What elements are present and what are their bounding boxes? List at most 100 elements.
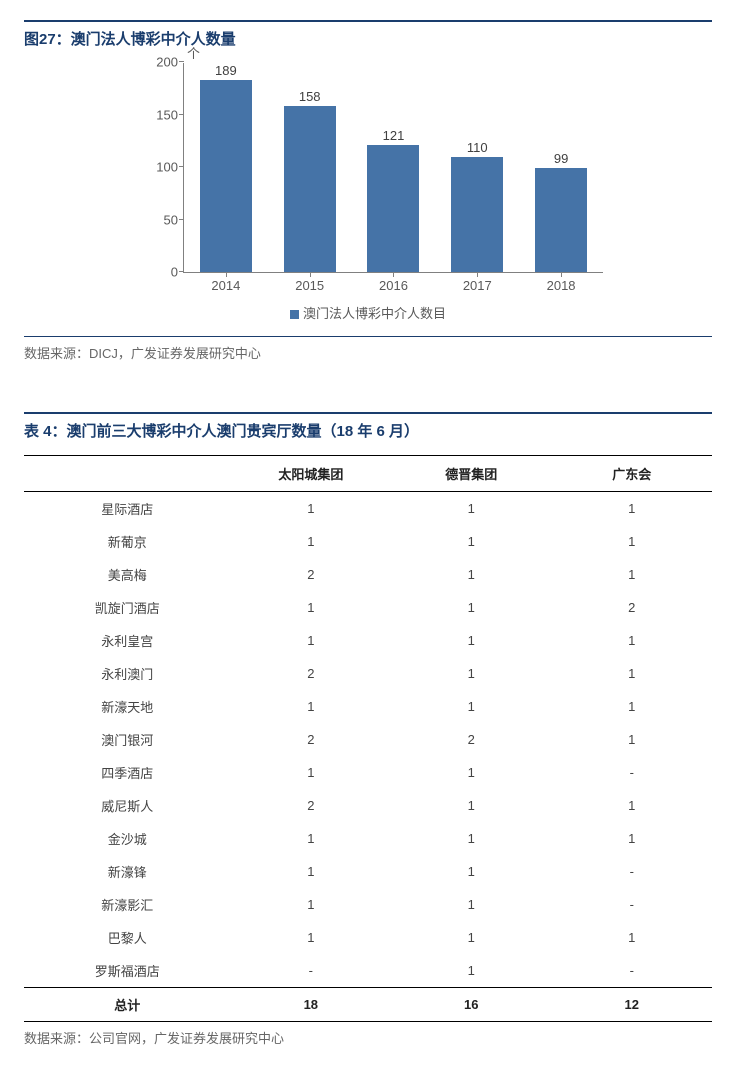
- table-cell: 1: [391, 525, 551, 558]
- table-cell: 1: [231, 525, 391, 558]
- table-cell: 1: [552, 492, 713, 526]
- bar: [451, 157, 503, 273]
- table-cell: 1: [231, 624, 391, 657]
- table-row: 威尼斯人211: [24, 789, 712, 822]
- total-cell: 18: [231, 988, 391, 1022]
- chart-plot-area: 1892014158201512120161102017992018 05010…: [183, 63, 603, 273]
- table-row: 罗斯福酒店-1-: [24, 954, 712, 988]
- row-label: 新葡京: [24, 525, 231, 558]
- bar-category-label: 2015: [295, 272, 324, 293]
- table-cell: 1: [231, 888, 391, 921]
- y-tick-label: 200: [142, 55, 184, 70]
- total-label: 总计: [24, 988, 231, 1022]
- table-cell: -: [552, 855, 713, 888]
- row-label: 澳门银河: [24, 723, 231, 756]
- table-col-header: 太阳城集团: [231, 456, 391, 492]
- y-tick-label: 100: [142, 160, 184, 175]
- vip-room-table: 太阳城集团德晋集团广东会 星际酒店111新葡京111美高梅211凯旋门酒店112…: [24, 455, 712, 1022]
- y-axis-unit: 个: [187, 43, 200, 62]
- bar-slot: 992018: [519, 63, 603, 272]
- table-cell: 1: [231, 492, 391, 526]
- bar-category-label: 2018: [547, 272, 576, 293]
- legend-swatch: [290, 310, 299, 319]
- table-cell: 1: [552, 690, 713, 723]
- bar-category-label: 2017: [463, 272, 492, 293]
- table-total-row: 总计181612: [24, 988, 712, 1022]
- table-row: 澳门银河221: [24, 723, 712, 756]
- table-cell: 1: [552, 657, 713, 690]
- bar-slot: 1582015: [268, 63, 352, 272]
- row-label: 新濠锋: [24, 855, 231, 888]
- table-cell: 1: [231, 921, 391, 954]
- bar-value-label: 99: [554, 151, 568, 166]
- y-tick-label: 50: [142, 212, 184, 227]
- table-row: 巴黎人111: [24, 921, 712, 954]
- bar-category-label: 2016: [379, 272, 408, 293]
- table-cell: 1: [231, 822, 391, 855]
- table-source: 数据来源：公司官网，广发证券发展研究中心: [24, 1028, 712, 1047]
- table-row: 新濠锋11-: [24, 855, 712, 888]
- row-label: 新濠影汇: [24, 888, 231, 921]
- bar-value-label: 158: [299, 89, 321, 104]
- table-cell: 1: [231, 591, 391, 624]
- table-cell: -: [552, 756, 713, 789]
- bar-value-label: 110: [467, 140, 488, 155]
- table-cell: 2: [231, 723, 391, 756]
- bar-value-label: 121: [383, 128, 405, 143]
- table-cell: 2: [231, 789, 391, 822]
- table-cell: 1: [391, 591, 551, 624]
- table-row: 金沙城111: [24, 822, 712, 855]
- row-label: 罗斯福酒店: [24, 954, 231, 988]
- row-label: 美高梅: [24, 558, 231, 591]
- row-label: 新濠天地: [24, 690, 231, 723]
- table-cell: 1: [391, 657, 551, 690]
- bar-category-label: 2014: [211, 272, 240, 293]
- bar-slot: 1212016: [352, 63, 436, 272]
- total-cell: 16: [391, 988, 551, 1022]
- y-tick-mark: [179, 114, 184, 115]
- row-label: 永利皇宫: [24, 624, 231, 657]
- table-cell: 1: [552, 624, 713, 657]
- row-label: 巴黎人: [24, 921, 231, 954]
- chart-legend: 澳门法人博彩中介人数目: [133, 303, 603, 322]
- row-label: 威尼斯人: [24, 789, 231, 822]
- figure-rule: [24, 336, 712, 337]
- bar: [367, 145, 419, 272]
- table-cell: 1: [552, 558, 713, 591]
- legend-label: 澳门法人博彩中介人数目: [303, 306, 446, 321]
- bar-slot: 1892014: [184, 63, 268, 272]
- table-row: 新濠天地111: [24, 690, 712, 723]
- table-row: 凯旋门酒店112: [24, 591, 712, 624]
- y-tick-label: 150: [142, 107, 184, 122]
- y-tick-label: 0: [142, 265, 184, 280]
- table-cell: 1: [552, 921, 713, 954]
- table-cell: 1: [552, 822, 713, 855]
- table-cell: -: [231, 954, 391, 988]
- table-row: 新濠影汇11-: [24, 888, 712, 921]
- table-row: 星际酒店111: [24, 492, 712, 526]
- table-row: 永利皇宫111: [24, 624, 712, 657]
- bar: [284, 106, 336, 272]
- table-cell: 2: [391, 723, 551, 756]
- table-cell: 1: [391, 789, 551, 822]
- table-cell: 1: [391, 624, 551, 657]
- row-label: 四季酒店: [24, 756, 231, 789]
- table-cell: 1: [391, 921, 551, 954]
- y-tick-mark: [179, 271, 184, 272]
- bar: [535, 168, 587, 272]
- table-cell: 1: [552, 525, 713, 558]
- row-label: 永利澳门: [24, 657, 231, 690]
- bar-slot: 1102017: [435, 63, 519, 272]
- table-cell: 2: [231, 558, 391, 591]
- table-title: 表 4：澳门前三大博彩中介人澳门贵宾厅数量（18 年 6 月）: [24, 412, 712, 441]
- table-cell: 1: [391, 690, 551, 723]
- y-tick-mark: [179, 166, 184, 167]
- table-cell: 1: [231, 690, 391, 723]
- row-label: 星际酒店: [24, 492, 231, 526]
- table-cell: 1: [231, 855, 391, 888]
- table-cell: -: [552, 954, 713, 988]
- table-cell: 1: [231, 756, 391, 789]
- table-cell: 1: [391, 756, 551, 789]
- table-cell: 2: [552, 591, 713, 624]
- total-cell: 12: [552, 988, 713, 1022]
